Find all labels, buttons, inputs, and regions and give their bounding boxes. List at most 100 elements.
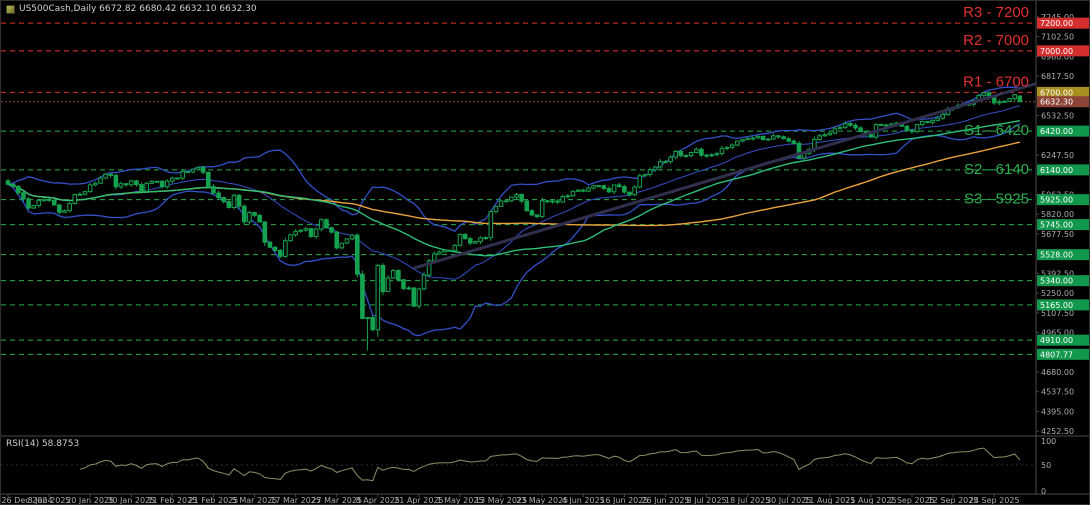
price-axis-tick: 7245.00: [1041, 13, 1074, 22]
candle-body: [688, 151, 694, 157]
candle-body: [200, 166, 206, 173]
candle-body: [781, 136, 786, 140]
candle-body: [375, 264, 381, 331]
price-axis-tick: 5392.50: [1041, 269, 1074, 278]
candle-body: [128, 180, 134, 186]
date-label: 1 May 2025: [436, 496, 483, 505]
candle-body: [15, 185, 21, 194]
candle-body: [354, 234, 360, 275]
candle-body: [627, 191, 632, 196]
candle-body: [211, 186, 216, 194]
price-marker: [1037, 164, 1089, 176]
price-axis-tick: 4537.50: [1041, 388, 1074, 397]
candle-body: [555, 200, 560, 203]
candle-body: [257, 214, 262, 223]
candle-body: [591, 185, 596, 189]
candle-body: [776, 135, 781, 138]
candle-body: [693, 148, 699, 153]
candle-body: [658, 161, 663, 168]
date-label: 8 Jan 2025: [28, 496, 71, 505]
price-marker: [1037, 96, 1089, 108]
candle-body: [324, 219, 329, 229]
date-label: 30 Jul 2025: [766, 496, 811, 505]
date-label: 8 Apr 2025: [356, 496, 400, 505]
price-marker: [1037, 219, 1089, 231]
candle-body: [539, 200, 545, 218]
level-lines: [1, 22, 1036, 355]
candle-body: [103, 173, 108, 179]
rsi-line: [79, 447, 1021, 482]
resistance-label[interactable]: R2 - 7000: [963, 32, 1029, 49]
candle-body: [560, 196, 566, 203]
date-label: 21 Aug 2025: [845, 496, 896, 505]
resistance-label[interactable]: R1 - 6700: [963, 73, 1029, 90]
candle-body: [149, 180, 155, 184]
candle-body: [139, 184, 144, 192]
candle-body: [565, 195, 571, 198]
candle-body: [329, 227, 334, 233]
candle-body: [175, 177, 180, 180]
rsi-pane[interactable]: 100 50 0: [1, 437, 1056, 496]
candle-body: [154, 180, 160, 183]
resistance-label[interactable]: R3 - 7200: [963, 4, 1029, 21]
support-label[interactable]: S1 - 6420: [964, 122, 1029, 139]
candle-body: [493, 205, 499, 213]
candle-body: [514, 194, 519, 198]
candle-body: [313, 228, 319, 237]
candle-body: [760, 135, 766, 141]
candle-body: [396, 270, 401, 281]
candle-body: [26, 198, 31, 209]
candle-body: [884, 124, 889, 127]
bollinger-upper-band: [7, 86, 1020, 232]
candle-body: [41, 198, 47, 202]
candle-body: [411, 287, 417, 307]
candle-body: [519, 194, 524, 202]
candle-body: [51, 199, 57, 206]
candle-body: [755, 135, 761, 139]
price-marker: [1037, 17, 1089, 29]
date-label: 26 Dec 2024: [1, 496, 52, 505]
candle-body: [868, 134, 874, 138]
candle-body: [498, 200, 504, 207]
candle-body: [144, 182, 149, 192]
candle-body: [82, 191, 88, 195]
candle-body: [668, 156, 673, 163]
candle-body: [221, 197, 227, 203]
candle-body: [786, 138, 792, 142]
candle-body: [87, 184, 93, 193]
candle-body: [339, 242, 345, 249]
candle-body: [462, 233, 468, 240]
price-marker-text: 7200.00: [1040, 19, 1073, 28]
candle-body: [606, 187, 612, 193]
candle-body: [930, 119, 935, 124]
price-axis-tick: 6247.50: [1041, 151, 1074, 160]
support-label[interactable]: S2 - 6140: [964, 161, 1029, 178]
price-marker: [1037, 45, 1089, 57]
support-label[interactable]: S3 - 5925: [964, 191, 1029, 208]
date-label: 27 Mar 2025: [311, 496, 362, 505]
candle-body: [586, 187, 591, 192]
candlestick-series: [5, 91, 1023, 351]
candle-body: [904, 125, 910, 132]
price-marker-text: 7000.00: [1040, 47, 1073, 56]
price-pane[interactable]: [1, 22, 1051, 355]
candle-body: [108, 173, 114, 176]
symbol-marker-icon: [6, 4, 15, 14]
candle-body: [622, 186, 627, 193]
candle-body: [123, 183, 129, 186]
date-label: 24 Sep 2025: [969, 496, 1020, 505]
date-label: 18 Jul 2025: [725, 496, 770, 505]
date-label: 11 Aug 2025: [804, 496, 855, 505]
price-marker-text: 4910.00: [1040, 336, 1073, 345]
candle-body: [267, 241, 273, 248]
candle-body: [575, 189, 581, 192]
price-axis[interactable]: 7245.00 7102.50 6960.00 6817.50 6532.50 6247.…: [1036, 13, 1090, 436]
candle-body: [98, 177, 103, 184]
candle-body: [293, 230, 298, 236]
date-label: 12 Sep 2025: [928, 496, 979, 505]
trendline[interactable]: [413, 79, 1051, 270]
candle-body: [534, 214, 540, 218]
candle-body: [714, 153, 720, 156]
